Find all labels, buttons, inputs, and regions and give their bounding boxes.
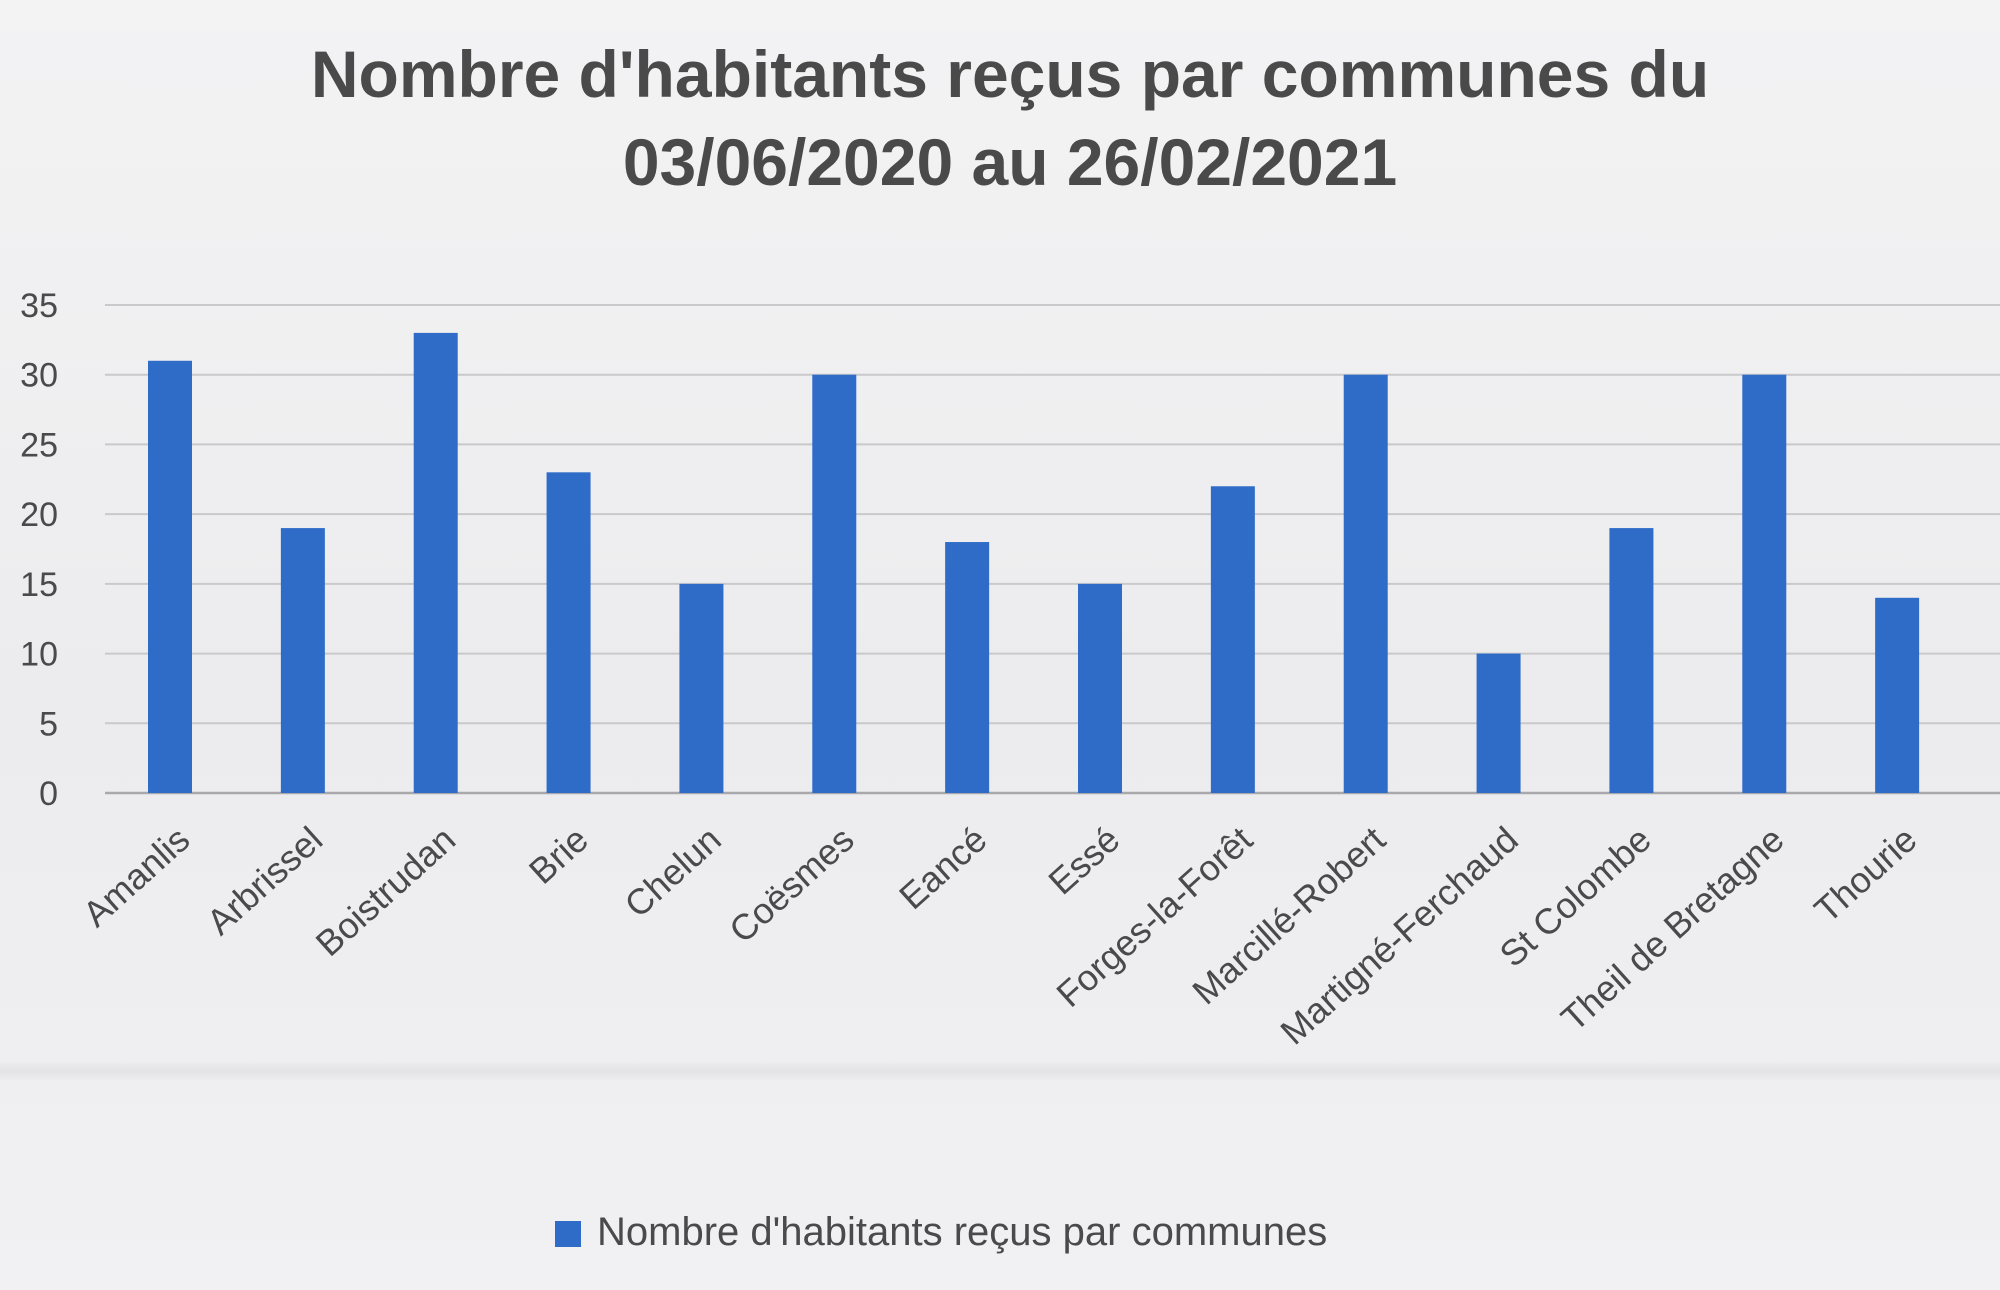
bar xyxy=(812,374,857,793)
y-tick-label: 15 xyxy=(20,566,58,604)
bar xyxy=(1875,597,1920,793)
y-tick-label: 35 xyxy=(20,287,58,325)
bar xyxy=(1742,374,1787,793)
chart-title: Nombre d'habitants reçus par communes du… xyxy=(160,30,1860,206)
bar xyxy=(546,472,591,793)
bar xyxy=(945,542,990,793)
y-tick-label: 25 xyxy=(20,426,58,464)
bar xyxy=(679,583,724,793)
bar xyxy=(1476,653,1521,793)
y-tick-label: 20 xyxy=(20,496,58,534)
bar xyxy=(413,332,458,793)
legend-swatch xyxy=(555,1221,581,1247)
y-tick-label: 0 xyxy=(39,775,58,813)
x-tick-label: Thourie xyxy=(1806,818,1924,930)
x-tick-label: Boistrudan xyxy=(308,818,463,964)
chart-title-line1: Nombre d'habitants reçus par communes du xyxy=(310,37,1710,111)
x-tick-label: Theil de Bretagne xyxy=(1553,818,1792,1039)
bar xyxy=(1343,374,1388,793)
y-tick-label: 30 xyxy=(20,357,58,395)
x-tick-label: Amanlis xyxy=(75,818,198,934)
x-tick-label: Eancé xyxy=(891,818,994,917)
bar xyxy=(148,360,192,793)
bar xyxy=(1210,486,1255,793)
paper-fold xyxy=(0,1060,2000,1082)
bar xyxy=(1609,528,1654,793)
x-tick-label: Martigné-Ferchaud xyxy=(1272,818,1525,1052)
bar xyxy=(280,528,325,793)
legend-label: Nombre d'habitants reçus par communes xyxy=(597,1210,1327,1254)
y-tick-label: 10 xyxy=(20,636,58,674)
x-tick-label: Essé xyxy=(1040,818,1127,902)
x-tick-label: Chelun xyxy=(617,818,729,925)
bar xyxy=(1078,583,1122,793)
y-tick-label: 5 xyxy=(39,705,58,743)
x-tick-label: Coësmes xyxy=(721,818,861,950)
x-tick-label: Arbrissel xyxy=(199,818,330,942)
x-tick-label: Brie xyxy=(521,818,596,891)
chart-title-line2: 03/06/2020 au 26/02/2021 xyxy=(622,125,1398,199)
